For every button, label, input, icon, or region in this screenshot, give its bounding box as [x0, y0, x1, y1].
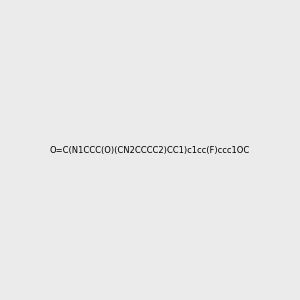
Text: O=C(N1CCC(O)(CN2CCCC2)CC1)c1cc(F)ccc1OC: O=C(N1CCC(O)(CN2CCCC2)CC1)c1cc(F)ccc1OC — [50, 146, 250, 154]
